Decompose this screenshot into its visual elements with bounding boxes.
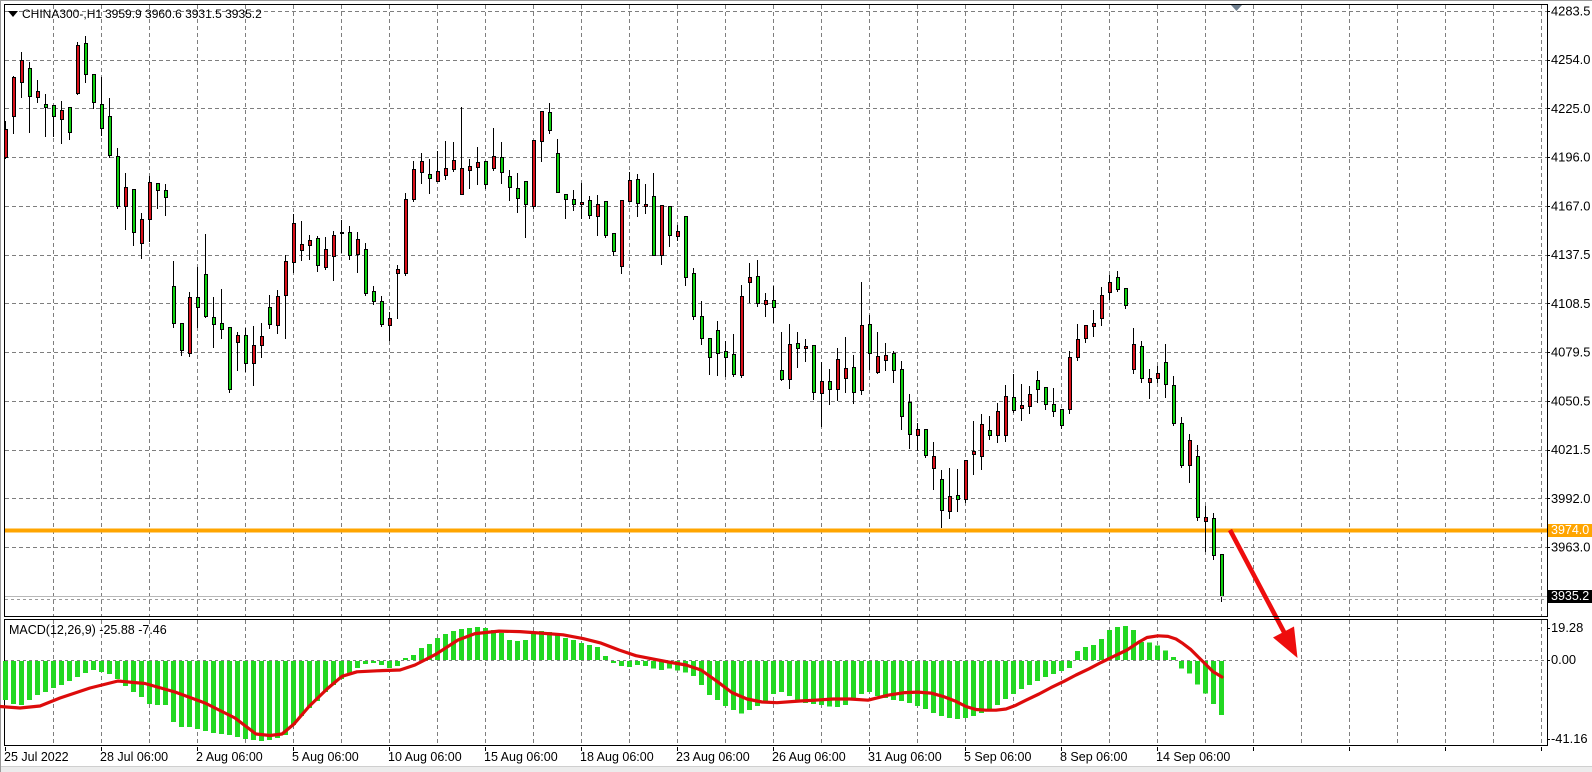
svg-text:18 Aug 06:00: 18 Aug 06:00 (580, 750, 654, 764)
svg-text:0.00: 0.00 (1551, 652, 1576, 667)
svg-text:4079.5: 4079.5 (1551, 345, 1590, 360)
svg-text:MACD(12,26,9) -25.88 -7.46: MACD(12,26,9) -25.88 -7.46 (9, 623, 167, 637)
svg-text:3963.0: 3963.0 (1551, 540, 1590, 555)
svg-text:4050.5: 4050.5 (1551, 393, 1590, 408)
svg-text:-41.16: -41.16 (1551, 731, 1588, 746)
svg-text:CHINA300-,H1: CHINA300-,H1 (22, 7, 102, 21)
svg-text:4021.5: 4021.5 (1551, 442, 1590, 457)
svg-text:23 Aug 06:00: 23 Aug 06:00 (676, 750, 750, 764)
svg-text:4254.0: 4254.0 (1551, 52, 1590, 67)
svg-text:4196.0: 4196.0 (1551, 150, 1590, 165)
svg-text:5 Sep 06:00: 5 Sep 06:00 (964, 750, 1031, 764)
svg-text:8 Sep 06:00: 8 Sep 06:00 (1060, 750, 1127, 764)
svg-text:5 Aug 06:00: 5 Aug 06:00 (292, 750, 359, 764)
svg-text:10 Aug 06:00: 10 Aug 06:00 (388, 750, 462, 764)
svg-text:26 Aug 06:00: 26 Aug 06:00 (772, 750, 846, 764)
svg-text:3992.0: 3992.0 (1551, 491, 1590, 506)
svg-text:28 Jul 06:00: 28 Jul 06:00 (100, 750, 168, 764)
svg-text:19.28: 19.28 (1551, 620, 1583, 635)
svg-text:2 Aug 06:00: 2 Aug 06:00 (196, 750, 263, 764)
svg-text:31 Aug 06:00: 31 Aug 06:00 (868, 750, 942, 764)
svg-text:4108.5: 4108.5 (1551, 296, 1590, 311)
svg-text:3959.9 3960.6 3931.5 3935.2: 3959.9 3960.6 3931.5 3935.2 (105, 7, 262, 21)
svg-text:4283.5: 4283.5 (1551, 4, 1590, 19)
svg-text:4225.0: 4225.0 (1551, 101, 1590, 116)
svg-text:3935.2: 3935.2 (1551, 589, 1589, 603)
svg-text:14 Sep 06:00: 14 Sep 06:00 (1156, 750, 1230, 764)
svg-text:3974.0: 3974.0 (1551, 523, 1589, 537)
svg-text:15 Aug 06:00: 15 Aug 06:00 (484, 750, 558, 764)
svg-text:4137.5: 4137.5 (1551, 247, 1590, 262)
svg-text:25 Jul 2022: 25 Jul 2022 (4, 750, 69, 764)
svg-text:4167.0: 4167.0 (1551, 198, 1590, 213)
